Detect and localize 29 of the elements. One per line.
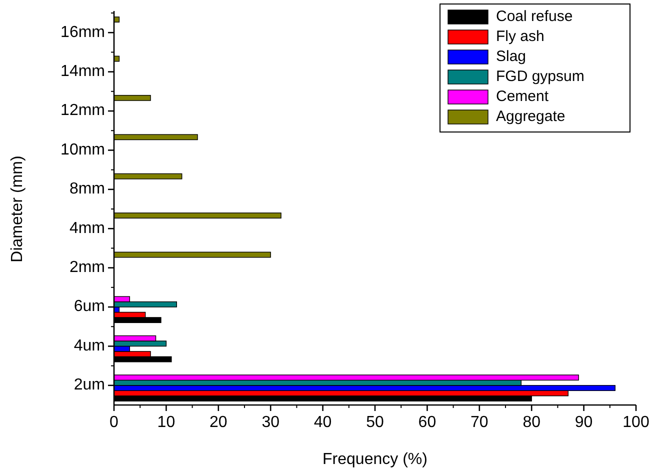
legend-label: FGD gypsum (496, 68, 584, 85)
y-tick-label: 4um (74, 337, 105, 354)
x-tick-label: 10 (157, 414, 176, 431)
x-tick-label: 60 (418, 414, 436, 431)
y-tick-label: 10mm (60, 141, 105, 158)
x-tick-label: 30 (262, 414, 280, 431)
x-tick-label: 50 (366, 414, 384, 431)
legend-label: Fly ash (496, 28, 544, 45)
x-tick-label: 70 (470, 414, 488, 431)
y-axis-title: Diameter (mm) (9, 156, 26, 262)
x-tick-label: 40 (314, 414, 332, 431)
y-tick-label: 2um (74, 376, 105, 394)
x-tick-label: 100 (622, 414, 650, 431)
y-tick-label: 14mm (60, 63, 105, 80)
y-tick-label: 8mm (69, 180, 105, 198)
x-tick-label: 20 (210, 414, 228, 431)
legend-label: Cement (496, 88, 550, 105)
x-tick-label: 80 (522, 414, 541, 431)
y-tick-label: 12mm (60, 102, 105, 120)
legend-label: Slag (496, 48, 526, 65)
y-tick-label: 4mm (69, 220, 105, 237)
y-tick-label: 16mm (60, 24, 105, 41)
x-tick-label: 90 (574, 414, 593, 431)
x-tick-label: 0 (110, 414, 119, 431)
legend-label: Aggregate (496, 108, 566, 125)
legend-label: Coal refuse (496, 8, 573, 25)
y-tick-label: 2mm (69, 259, 105, 276)
y-tick-label: 6um (74, 298, 105, 316)
x-axis-title: Frequency (%) (322, 451, 428, 468)
